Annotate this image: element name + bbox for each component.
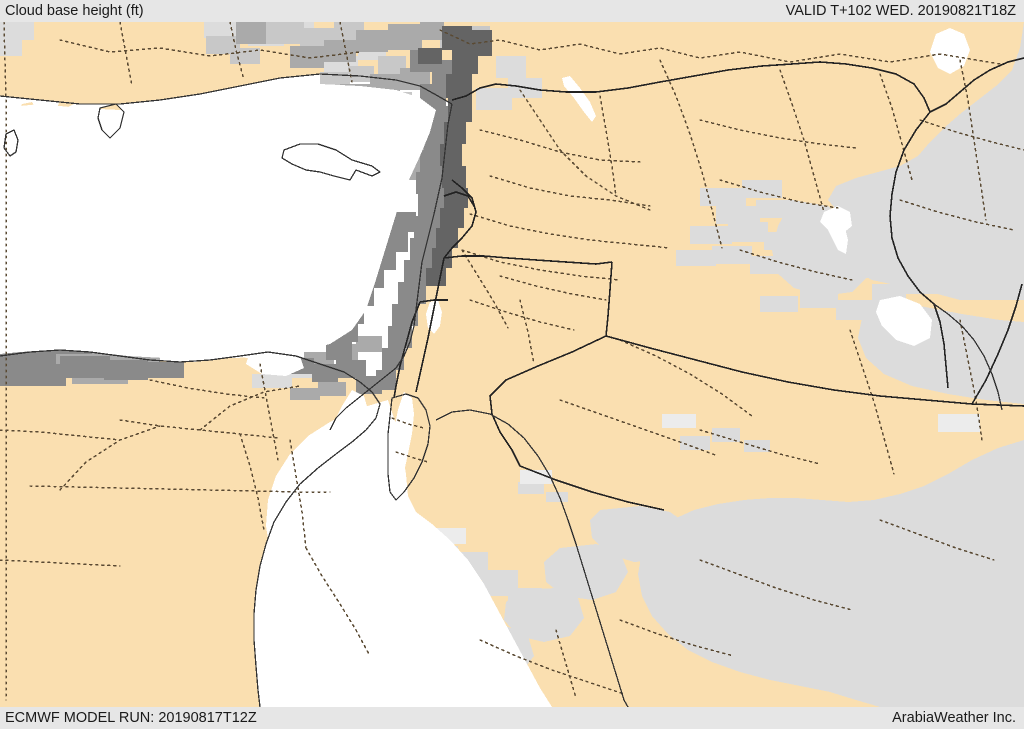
- water-gulf-of-aqaba: [386, 392, 414, 496]
- border-iraq-iran: [889, 111, 935, 305]
- border-egypt-israel-coast: [419, 299, 448, 303]
- border-turkey-iran: [929, 57, 1024, 113]
- border-israel-egypt: [393, 301, 421, 399]
- border-saudi-north: [605, 335, 1024, 407]
- water-mediterranean: [0, 84, 436, 358]
- admin-borders-layer: [0, 21, 1024, 701]
- valid-time-label: VALID T+102 WED. 20190821T18Z: [785, 2, 1016, 19]
- border-jordan-iraq-saudi: [489, 261, 613, 467]
- water-lake-nasser: [296, 556, 314, 616]
- border-syria-lebanon: [443, 179, 477, 259]
- footer-bar: ECMWF MODEL RUN: 20190817T12Z ArabiaWeat…: [0, 707, 1024, 729]
- water-gulf-of-suez: [296, 390, 368, 508]
- border-saudi-inner: [519, 465, 665, 511]
- header-bar: Cloud base height (ft) VALID T+102 WED. …: [0, 0, 1024, 22]
- water-lake-van: [820, 206, 852, 234]
- attribution-label: ArabiaWeather Inc.: [892, 709, 1016, 726]
- border-iraq-saudi-east: [971, 283, 1023, 405]
- border-lebanon-coast: [443, 191, 475, 207]
- border-syria-jordan: [443, 255, 613, 265]
- border-iraq-iran-south: [933, 303, 949, 389]
- water-euphrates: [562, 76, 596, 122]
- water-persian-gulf: [876, 296, 932, 346]
- water-red-sea: [266, 400, 552, 707]
- country-borders-layer: [393, 57, 1024, 511]
- coastline-layer: [0, 73, 1003, 708]
- border-jordan-israel: [415, 257, 445, 393]
- water-layer: [0, 28, 970, 707]
- model-run-label: ECMWF MODEL RUN: 20190817T12Z: [5, 709, 257, 726]
- border-turkey-syria: [451, 61, 931, 113]
- page-title: Cloud base height (ft): [5, 2, 144, 19]
- water-delta-lagoon-a: [176, 348, 216, 362]
- land-egypt-north-africa: [0, 350, 380, 707]
